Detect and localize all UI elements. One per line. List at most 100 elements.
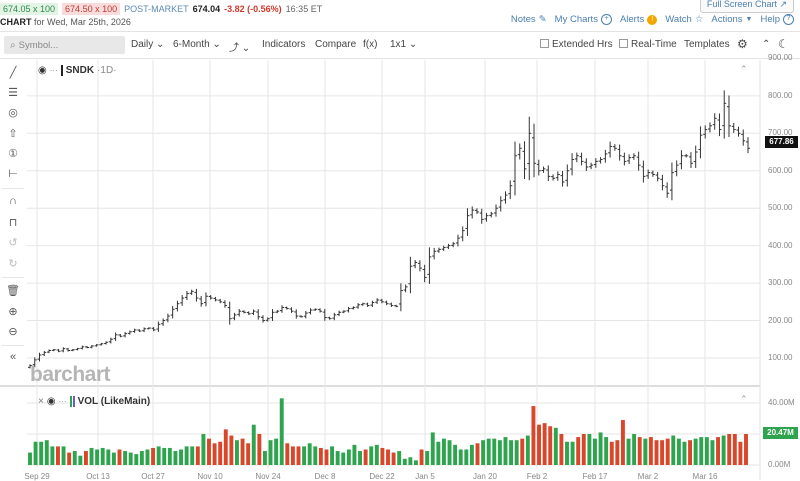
price-axis-label: 200.00	[768, 315, 793, 325]
legend-interval: ·1D·	[97, 65, 117, 76]
dark-mode-moon-icon[interactable]: ☾	[778, 37, 789, 51]
price-axis-label: 700.00	[768, 128, 793, 138]
alerts-link[interactable]: Alerts!	[619, 14, 658, 25]
volume-axis-label: 0.00M	[768, 460, 791, 469]
time-axis-label: Mar 2	[637, 472, 659, 481]
extended-hrs-toggle[interactable]: Extended Hrs	[540, 39, 613, 50]
main-pane-collapse-icon[interactable]: ⌃	[740, 64, 748, 74]
trendline-tool-icon[interactable]: ╱	[9, 66, 17, 79]
chart-date-caption: CHART for Wed, Mar 25th, 2026	[0, 17, 131, 27]
volume-pane-collapse-icon[interactable]: ⌃	[740, 394, 748, 404]
ask-quote: 674.50 x 100	[62, 3, 121, 15]
time-axis-label: Jan 5	[415, 472, 435, 481]
trash-icon[interactable]: 🗑	[6, 284, 20, 297]
tool-divider	[2, 345, 24, 346]
lock-icon[interactable]: ⊓	[8, 216, 18, 229]
actions-menu[interactable]: Actions ▼	[711, 14, 752, 25]
price-axis-label: 100.00	[768, 353, 793, 362]
watch-label: Watch	[665, 14, 692, 25]
chart-toolbar: ⌕ Symbol... Daily ⌄ 6-Month ⌄ ⤴ ⌄ Indica…	[0, 36, 800, 56]
interval-dropdown[interactable]: Daily ⌄	[131, 39, 165, 50]
visibility-eye-icon[interactable]: ◉	[46, 396, 56, 407]
close-pane-icon[interactable]: ×	[38, 396, 44, 407]
magnet-icon[interactable]: ∩	[9, 195, 17, 207]
bid-quote: 674.05 x 100	[0, 3, 59, 15]
tool-divider	[2, 188, 24, 189]
search-icon: ⌕	[10, 39, 16, 51]
help-label: Help	[760, 14, 780, 25]
time-axis-label: Dec 8	[314, 472, 336, 481]
notes-label: Notes	[510, 14, 536, 25]
fib-tool-icon[interactable]: ☰	[8, 86, 18, 99]
last-price-value: 674.04	[192, 4, 221, 14]
chart-type-dropdown[interactable]: ⤴ ⌄	[229, 43, 251, 54]
shapes-tool-icon[interactable]: ◎	[8, 106, 18, 119]
legend-symbol[interactable]: SNDK	[65, 65, 95, 76]
toolbar-divider	[0, 58, 800, 59]
volume-axis-label: 40.00M	[768, 398, 795, 407]
help-link[interactable]: Help?	[760, 14, 794, 25]
alerts-label: Alerts	[619, 14, 645, 25]
extended-hrs-checkbox[interactable]	[540, 39, 549, 48]
time-axis-label: Nov 24	[255, 472, 281, 481]
alert-badge-icon: !	[647, 14, 658, 25]
symbol-placeholder: Symbol...	[18, 39, 59, 51]
arrow-tool-icon[interactable]: ⇧	[8, 127, 18, 140]
volume-pane-legend: × ◉ ··· VOL (LikeMain)	[38, 396, 150, 407]
drawing-toolbar: ╱ ☰ ◎ ⇧ ① ⊢ ∩ ⊓ ↺ ↻ 🗑 ⊕ ⊖ «	[0, 60, 26, 480]
layout-dropdown[interactable]: 1x1 ⌄	[390, 39, 418, 50]
price-axis-label: 600.00	[768, 165, 793, 175]
visibility-eye-icon[interactable]: ◉	[38, 65, 47, 76]
main-pane-legend: ◉ ··· SNDK ·1D·	[38, 65, 117, 76]
annotation-tool-icon[interactable]: ①	[8, 147, 18, 160]
collapse-sidebar-icon[interactable]: «	[9, 351, 17, 363]
time-axis-label: Sep 29	[24, 472, 50, 481]
zoom-out-icon[interactable]: ⊖	[8, 325, 18, 338]
watch-link[interactable]: Watch ☆	[665, 14, 703, 25]
series-color-swatch	[60, 65, 63, 76]
price-axis-label: 500.00	[768, 203, 793, 213]
time-axis-label: Dec 22	[369, 472, 395, 481]
time-axis-label: Nov 10	[197, 472, 223, 481]
time-axis-label: Mar 16	[692, 472, 718, 481]
my-charts-label: My Charts	[554, 14, 598, 25]
price-change: -3.82 (-0.56%)	[224, 4, 282, 14]
time-axis-label: Feb 2	[526, 472, 548, 481]
templates-button[interactable]: Templates	[684, 39, 730, 50]
price-axis-label: 900.00	[768, 53, 793, 63]
notes-link[interactable]: Notes ✎	[511, 14, 547, 25]
undo-icon[interactable]: ↺	[8, 236, 18, 249]
indicators-button[interactable]: Indicators	[262, 39, 306, 50]
edit-note-icon: ✎	[538, 14, 547, 25]
zoom-in-icon[interactable]: ⊕	[8, 305, 18, 318]
real-time-label: Real-Time	[631, 39, 677, 50]
fullscreen-chart-button[interactable]: Full Screen Chart ↗	[699, 0, 794, 13]
compare-button[interactable]: Compare	[315, 39, 357, 50]
volume-legend-label[interactable]: VOL (LikeMain)	[77, 396, 151, 407]
measure-tool-icon[interactable]: ⊢	[8, 167, 18, 180]
tool-divider	[2, 277, 24, 278]
settings-gear-icon[interactable]: ⚙	[737, 37, 748, 51]
header-divider	[0, 31, 800, 32]
session-label: POST-MARKET	[124, 4, 189, 14]
extended-hrs-label: Extended Hrs	[552, 39, 613, 50]
price-axis-label: 300.00	[768, 278, 793, 288]
my-charts-link[interactable]: My Charts +	[555, 14, 612, 25]
quote-time: 16:35 ET	[285, 4, 323, 14]
chart-caption-bold: CHART	[0, 17, 32, 27]
range-dropdown[interactable]: 6-Month ⌄	[173, 39, 221, 50]
more-options-icon[interactable]: ···	[58, 397, 67, 406]
redo-icon[interactable]: ↻	[8, 257, 18, 270]
more-options-icon[interactable]: ···	[49, 66, 58, 75]
real-time-toggle[interactable]: Real-Time	[619, 39, 677, 50]
collapse-up-icon[interactable]: ⌃	[762, 39, 771, 50]
caret-down-icon: ▼	[745, 16, 753, 23]
fx-button[interactable]: f(x)	[363, 39, 378, 50]
real-time-checkbox[interactable]	[619, 39, 628, 48]
price-axis-label: 400.00	[768, 240, 793, 250]
time-axis-label: Oct 13	[86, 472, 110, 481]
symbol-search-input[interactable]: ⌕ Symbol...	[4, 36, 125, 54]
star-icon: ☆	[694, 14, 704, 25]
last-price-tag: 677.86	[765, 135, 798, 148]
